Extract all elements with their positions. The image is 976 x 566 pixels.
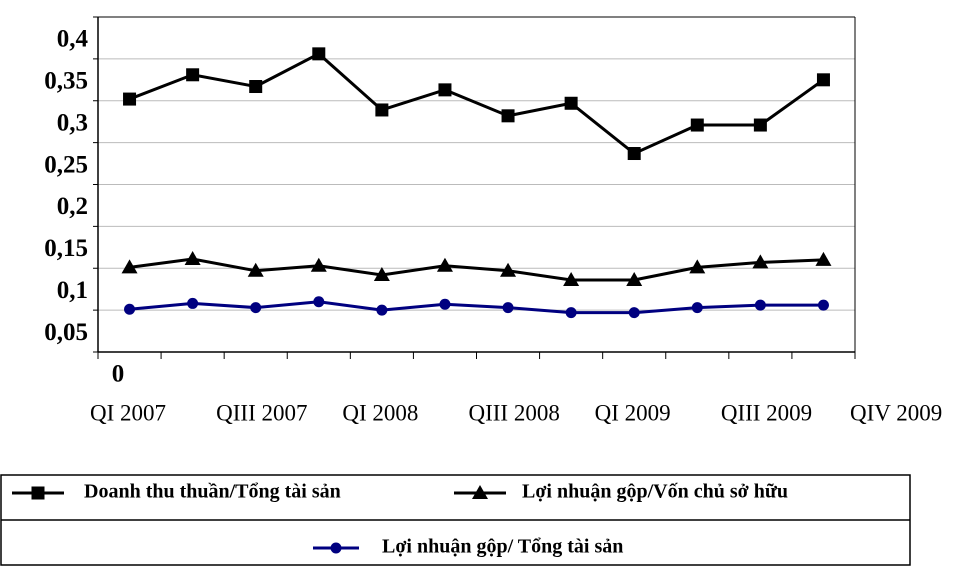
series-line	[129, 300, 824, 315]
marker	[564, 96, 578, 110]
x-tick-label: QIII 2009	[721, 400, 812, 425]
y-tick-label: 0,1	[57, 277, 88, 304]
marker	[626, 271, 643, 286]
marker	[184, 251, 201, 266]
y-tick-label: 0,05	[44, 319, 88, 346]
marker	[124, 303, 136, 315]
marker	[123, 92, 137, 106]
series-line	[129, 52, 825, 156]
y-tick-label: 0,25	[44, 151, 88, 178]
marker	[691, 302, 703, 314]
marker	[563, 271, 580, 286]
y-tick-label: 0	[112, 361, 125, 388]
x-tick-label: QIV 2009	[850, 400, 942, 425]
marker	[436, 257, 453, 272]
legend-marker	[31, 486, 45, 500]
marker	[754, 299, 766, 311]
legend-marker	[472, 485, 488, 499]
marker	[817, 299, 829, 311]
y-tick-label: 0,2	[57, 193, 88, 220]
marker	[752, 254, 769, 269]
x-tick-label: QIII 2008	[469, 400, 560, 425]
marker	[753, 118, 767, 132]
marker	[186, 68, 200, 82]
legend-marker	[330, 542, 342, 554]
marker	[250, 302, 262, 314]
marker	[439, 298, 451, 310]
marker	[628, 307, 640, 319]
y-tick-label: 0,4	[57, 26, 89, 53]
marker	[249, 80, 263, 94]
marker	[438, 83, 452, 97]
marker	[310, 257, 327, 272]
marker	[816, 73, 830, 87]
marker	[502, 302, 514, 314]
marker	[247, 262, 264, 277]
marker	[815, 251, 832, 266]
marker	[187, 297, 199, 309]
marker	[627, 147, 641, 161]
marker	[376, 304, 388, 316]
marker	[313, 296, 325, 308]
legend-label: Doanh thu thuần/Tổng tài sản	[84, 481, 341, 503]
x-tick-label: QI 2008	[342, 400, 418, 425]
y-tick-label: 0,15	[44, 235, 88, 262]
y-tick-label: 0,35	[44, 68, 88, 95]
marker	[312, 47, 326, 61]
x-tick-label: QIII 2007	[216, 400, 307, 425]
legend-label: Lợi nhuận gộp/ Tổng tài sản	[382, 536, 623, 558]
series-line	[129, 257, 824, 282]
marker	[121, 259, 138, 274]
x-tick-label: QI 2009	[595, 400, 671, 425]
marker	[501, 109, 515, 123]
x-tick-label: QI 2007	[90, 400, 166, 425]
marker	[689, 259, 706, 274]
marker	[373, 266, 390, 281]
marker	[565, 307, 577, 319]
marker	[375, 103, 389, 117]
y-tick-label: 0,3	[57, 109, 88, 136]
legend-label: Lợi nhuận gộp/Vốn chủ sở hữu	[522, 481, 788, 503]
marker	[690, 118, 704, 132]
marker	[500, 262, 517, 277]
